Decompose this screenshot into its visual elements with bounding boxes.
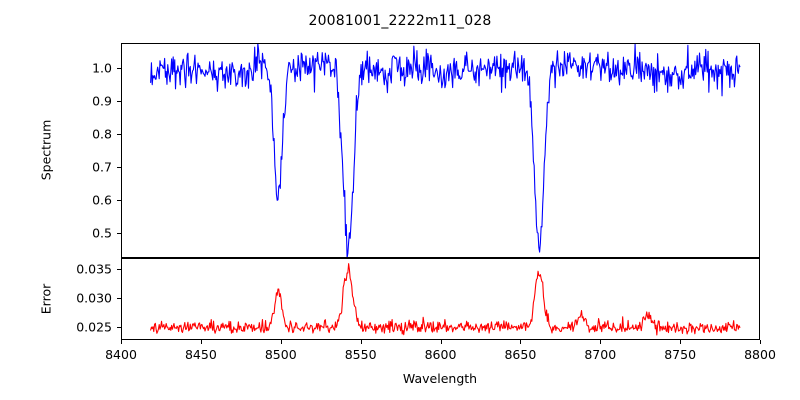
x-tick-label: 8500 (264, 347, 297, 362)
x-tick-mark (520, 340, 522, 344)
x-tick-label: 8550 (344, 347, 377, 362)
y-tick-label: 0.7 (92, 159, 112, 175)
y-tick-mark (117, 67, 121, 69)
x-tick-label: 8750 (664, 347, 697, 362)
y-tick-label: 0.025 (76, 319, 112, 335)
y-tick-mark (117, 233, 121, 235)
error-series-line (150, 263, 741, 336)
x-tick-label: 8700 (584, 347, 617, 362)
error-plot-area (121, 258, 760, 340)
x-tick-label: 8450 (184, 347, 217, 362)
spectrum-series-line (150, 44, 741, 257)
y-tick-label: 0.030 (76, 290, 112, 306)
y-tick-label: 1.0 (92, 60, 112, 76)
x-tick-mark (760, 340, 762, 344)
y-tick-mark (117, 200, 121, 202)
spectrum-plot-area (121, 43, 760, 258)
x-tick-mark (600, 340, 602, 344)
x-tick-mark (680, 340, 682, 344)
x-tick-mark (200, 340, 202, 344)
page-title: 20081001_2222m11_028 (308, 13, 492, 29)
x-tick-label: 8400 (105, 347, 137, 362)
y-tick-mark (117, 297, 121, 299)
y-tick-label: 0.035 (76, 261, 112, 277)
x-axis-label: Wavelength (402, 371, 478, 386)
x-tick-mark (440, 340, 442, 344)
y-tick-label: 0.8 (92, 126, 112, 142)
y-tick-mark (117, 100, 121, 102)
x-tick-label: 8650 (504, 347, 537, 362)
x-tick-label: 8600 (424, 347, 457, 362)
x-tick-label: 8800 (744, 347, 776, 362)
x-tick-mark (121, 340, 123, 344)
y-tick-mark (117, 327, 121, 329)
y-tick-label: 0.9 (92, 93, 112, 109)
x-tick-mark (280, 340, 282, 344)
y-tick-mark (117, 268, 121, 270)
x-tick-mark (360, 340, 362, 344)
y-tick-mark (117, 167, 121, 169)
y-tick-label: 0.6 (92, 192, 112, 208)
y-tick-label: 0.5 (92, 225, 112, 241)
y-tick-mark (117, 133, 121, 136)
